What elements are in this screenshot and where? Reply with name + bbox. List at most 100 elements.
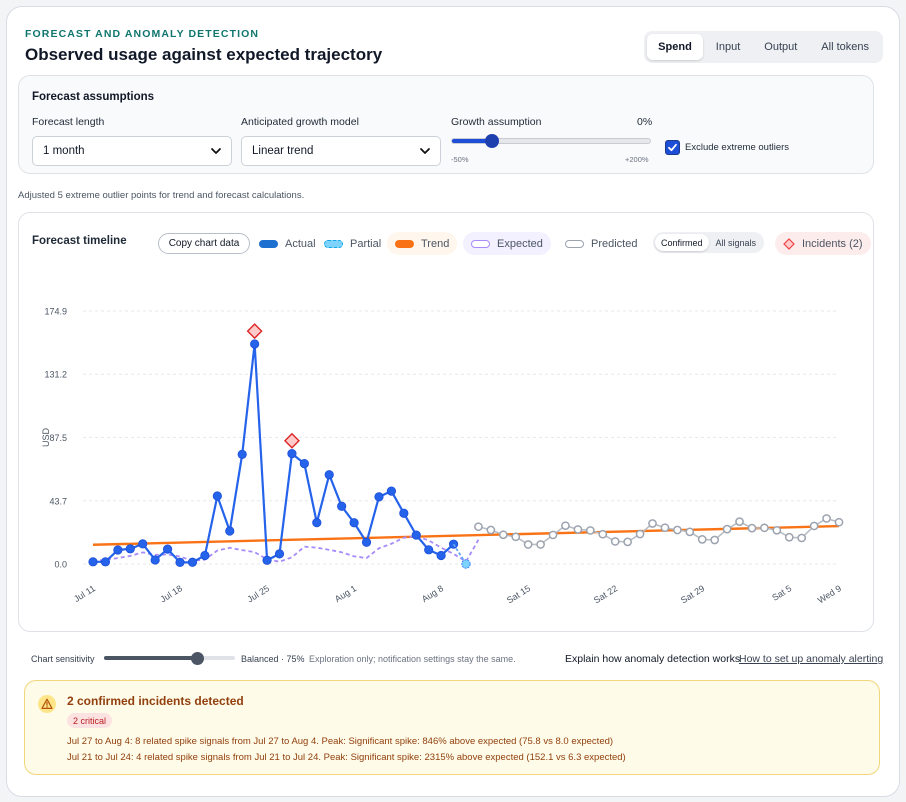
predicted-point <box>735 517 744 526</box>
actual-point <box>125 544 135 554</box>
tab-all-tokens[interactable]: All tokens <box>821 41 869 53</box>
outlier-adjust-note: Adjusted 5 extreme outlier points for tr… <box>18 190 305 201</box>
actual-point <box>100 557 111 567</box>
chevron-down-icon <box>420 148 430 154</box>
actual-point <box>175 557 185 568</box>
growth-model-select[interactable]: Linear trend <box>241 136 441 166</box>
forecast-length-select[interactable]: 1 month <box>32 136 232 166</box>
predicted-point <box>548 530 558 540</box>
incident-diamond-icon <box>783 237 795 250</box>
predicted-point <box>747 523 757 533</box>
filter-all-signals[interactable]: All signals <box>715 237 757 248</box>
predicted-point <box>585 526 595 535</box>
filter-confirmed[interactable]: Confirmed <box>655 234 709 251</box>
tab-output[interactable]: Output <box>764 41 798 53</box>
x-tick-label: Sat 15 <box>505 583 532 605</box>
x-tick-label: Aug 8 <box>420 583 445 604</box>
sensitivity-fill <box>104 656 197 660</box>
actual-point <box>349 518 359 528</box>
explain-anomaly-link[interactable]: Explain how anomaly detection works <box>565 653 741 665</box>
growth-slider-thumb[interactable] <box>485 134 499 148</box>
predicted-point <box>834 517 844 527</box>
predicted-point <box>685 527 695 537</box>
growth-model-label: Anticipated growth model <box>241 116 359 128</box>
growth-slider-fill <box>452 139 492 143</box>
tab-input[interactable]: Input <box>715 41 741 53</box>
legend-actual-label: Actual <box>285 237 316 250</box>
forecast-chart: 0.0 43.7 87.5 131.2 174.9 USD Jul 11 Jul 18 Jul … <box>41 307 844 605</box>
actual-point <box>212 491 222 501</box>
actual-point <box>448 539 459 549</box>
predicted-point <box>523 540 533 549</box>
predicted-point <box>474 522 483 532</box>
alert-title: 2 confirmed incidents detected <box>67 694 244 708</box>
actual-point <box>150 555 160 565</box>
exclude-outliers-checkbox[interactable] <box>665 140 680 155</box>
predicted-point <box>809 521 819 531</box>
x-tick-label: Sat 5 <box>770 583 793 603</box>
legend-trend-label: Trend <box>421 237 450 250</box>
section-eyebrow: FORECAST AND ANOMALY DETECTION <box>25 28 260 40</box>
legend-expected-label: Expected <box>497 237 543 250</box>
assumptions-heading: Forecast assumptions <box>32 91 155 103</box>
x-tick-label: Jul 11 <box>72 583 97 604</box>
setup-alerting-link[interactable]: How to set up anomaly alerting <box>739 653 884 665</box>
tab-spend[interactable]: Spend <box>647 34 703 60</box>
partial-swatch <box>324 239 343 248</box>
growth-assumption-value: 0% <box>637 116 653 128</box>
legend-predicted-label: Predicted <box>591 237 638 250</box>
expected-swatch <box>471 239 490 248</box>
sensitivity-value: Balanced · 75% <box>241 654 305 664</box>
actual-point <box>399 508 409 518</box>
actual-point <box>250 339 260 349</box>
legend-predicted[interactable]: Predicted <box>557 232 645 255</box>
legend-actual[interactable]: Actual <box>251 232 324 255</box>
sensitivity-thumb[interactable] <box>190 651 204 665</box>
chevron-down-icon <box>211 148 221 154</box>
actual-point <box>138 539 148 549</box>
chart-title: Forecast timeline <box>32 235 127 247</box>
x-tick-label: Aug 1 <box>333 583 358 604</box>
actual-point <box>386 486 396 496</box>
predicted-point <box>760 523 769 533</box>
actual-point <box>225 526 235 536</box>
legend-incidents[interactable]: Incidents (2) <box>775 232 871 255</box>
legend-partial-label: Partial <box>350 237 382 250</box>
predicted-point <box>610 537 620 546</box>
actual-line <box>93 343 455 564</box>
predicted-point <box>722 524 732 534</box>
predicted-point <box>486 525 496 535</box>
signal-filter: Confirmed All signals <box>653 232 765 253</box>
legend-trend[interactable]: Trend <box>387 232 458 255</box>
trend-line <box>92 524 840 546</box>
predicted-point <box>573 525 583 534</box>
actual-point <box>337 501 347 511</box>
predicted-point <box>511 532 521 542</box>
growth-assumption-slider[interactable] <box>451 134 651 148</box>
predicted-point <box>710 535 720 545</box>
page-title: Observed usage against expected trajecto… <box>25 45 383 64</box>
forecast-length-value: 1 month <box>43 145 85 157</box>
actual-point <box>299 459 309 469</box>
sensitivity-hint: Exploration only; notification settings … <box>309 654 516 664</box>
actual-point <box>374 492 384 502</box>
predicted-point <box>660 523 670 533</box>
actual-point <box>113 545 123 555</box>
legend-expected[interactable]: Expected <box>463 232 551 255</box>
incident-alert: 2 confirmed incidents detected 2 critica… <box>24 680 880 775</box>
expected-line <box>92 535 480 563</box>
predicted-point <box>797 533 807 543</box>
predicted-point <box>598 529 608 539</box>
legend-partial[interactable]: Partial <box>316 232 389 255</box>
actual-point <box>187 557 198 567</box>
predicted-point <box>772 525 782 535</box>
predicted-point <box>697 535 707 544</box>
predicted-point <box>673 525 682 535</box>
predicted-point <box>623 537 632 547</box>
x-tick-label: Wed 9 <box>816 583 843 605</box>
partial-point <box>461 559 471 569</box>
y-tick-label: 174.9 <box>44 307 67 317</box>
copy-chart-data-button[interactable]: Copy chart data <box>158 233 250 254</box>
actual-point <box>88 557 98 567</box>
sensitivity-slider[interactable] <box>104 651 235 665</box>
